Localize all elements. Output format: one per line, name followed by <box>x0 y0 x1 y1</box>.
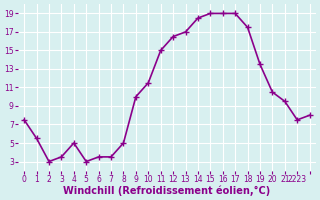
X-axis label: Windchill (Refroidissement éolien,°C): Windchill (Refroidissement éolien,°C) <box>63 185 270 196</box>
